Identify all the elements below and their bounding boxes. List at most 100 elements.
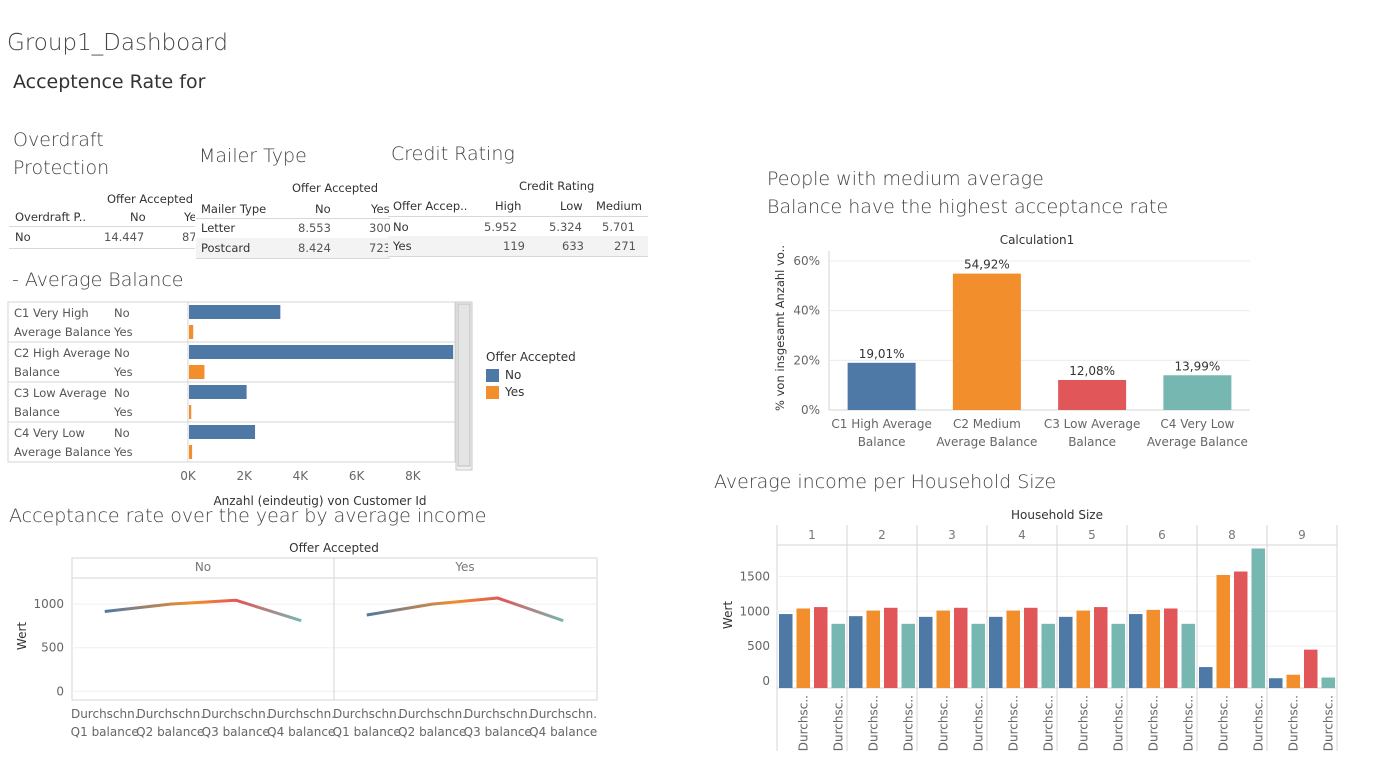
mailer-bottom-line [196,258,390,259]
household-bar [1006,610,1020,688]
household-bar [814,607,828,688]
dashboard-title: Group1_Dashboard [7,30,228,56]
legend[interactable]: Offer Accepted No Yes [486,348,596,400]
credit-row-yes-low: 633 [562,239,584,253]
mailer-row-letter-label: Letter [201,221,236,235]
acceptance-x-tick: Q3 balance [464,725,532,739]
overdraft-row-header: Overdraft P.. [15,210,86,224]
household-panel-label: 8 [1228,528,1236,542]
household-y-tick: 1000 [739,604,770,618]
acceptance-x-tick: Durchschn. [464,707,532,721]
overdraft-table[interactable]: Offer Accepted Overdraft P.. No Ye No 14… [9,191,195,251]
acceptance-x-tick: Durchschn. [136,707,204,721]
credit-row-no-low: 5.324 [549,220,582,234]
legend-item-yes[interactable]: Yes [486,385,596,399]
overdraft-col-no: No [130,210,146,224]
acceptance-series-line [104,598,302,623]
credit-row-yes-label: Yes [393,239,412,253]
household-x-tick: Durchsc.. [1251,695,1265,751]
avg-balance-title: - Average Balance [12,269,184,291]
overdraft-header-group: Offer Accepted [107,192,194,206]
medium-balance-x-tick: C3 Low Average [1044,417,1141,431]
acceptance-y-label: Wert [15,622,29,650]
mailer-col-no: No [315,202,331,216]
mailer-title: Mailer Type [199,145,307,167]
household-bar [1269,678,1283,688]
medium-balance-bar [847,362,916,410]
household-x-tick: Durchsc.. [1321,695,1335,751]
acceptance-x-tick: Durchschn. [529,707,597,721]
overdraft-col-yes: Ye [184,210,195,224]
mailer-row-letter-no: 8.553 [298,221,331,235]
avg-balance-x-tick: 2K [236,469,253,483]
medium-balance-data-label: 19,01% [859,347,905,361]
mailer-row-header: Mailer Type [201,202,267,216]
household-bar [954,607,968,688]
credit-row-yes-medium: 271 [614,239,636,253]
avg-balance-group-label: Average Balance [14,325,111,339]
household-panel-label: 1 [808,528,816,542]
medium-balance-x-tick: Balance [858,435,906,449]
household-chart[interactable]: Household Size Wert 0 500 1000 1500 1 Durchsc..… [710,505,1350,765]
overdraft-divider [9,226,195,227]
avg-balance-bar-no [189,305,281,319]
household-bar [884,607,898,688]
household-bar [866,610,880,688]
household-panel-label: 9 [1298,528,1306,542]
household-y-tick: 0 [762,674,770,688]
credit-table[interactable]: Credit Rating Offer Accep.. High Low Med… [388,178,648,258]
acceptance-y-tick: 0 [56,684,64,698]
household-bar [1199,667,1213,688]
legend-title: Offer Accepted [486,350,576,364]
overdraft-bottom-line [9,248,195,249]
acceptance-x-tick: Q1 balance [333,725,401,739]
mailer-row-postcard-no: 8.424 [298,241,331,255]
avg-balance-series-label: No [114,346,130,360]
acceptance-line-chart[interactable]: Offer Accepted Wert 0 500 1000 No Durchschn. Q1… [0,538,610,748]
medium-balance-y-tick: 0% [801,403,820,417]
acceptance-x-tick: Durchschn. [398,707,466,721]
household-bar [1024,607,1038,688]
household-bar [1129,614,1143,688]
avg-balance-x-label: Anzahl (eindeutig) von Customer Id [213,494,426,508]
household-x-tick: Durchsc.. [1076,695,1090,751]
mailer-divider [196,218,390,219]
overdraft-row-label: No [15,230,31,244]
household-bar [1216,574,1230,688]
avg-balance-group-label: C2 High Average [14,346,110,360]
household-x-tick: Durchsc.. [796,695,810,751]
household-bar [989,616,1003,688]
household-bar [1321,677,1335,688]
household-panel-label: 4 [1018,528,1026,542]
medium-balance-x-tick: Balance [1068,435,1116,449]
avg-balance-series-label: Yes [113,405,133,419]
acceptance-title-clip: Acceptance rate over the year by average… [9,498,499,526]
avg-balance-x-tick: 4K [293,469,310,483]
household-x-tick: Durchsc.. [936,695,950,751]
household-bar [796,608,810,688]
medium-balance-y-tick: 40% [793,304,820,318]
medium-balance-header: Calculation1 [1000,233,1075,247]
household-bar [1286,674,1300,688]
legend-item-no[interactable]: No [486,368,596,382]
credit-title: Credit Rating [391,143,515,165]
household-bar [1234,571,1248,688]
medium-balance-x-tick: C2 Medium [953,417,1021,431]
acceptance-x-tick: Durchschn. [71,707,139,721]
acceptance-x-tick: Q3 balance [202,725,270,739]
mailer-row-letter-yes: 300 [369,221,390,235]
medium-balance-chart[interactable]: Calculation1 % von insgesamt Anzahl vo.. 0… [765,228,1265,458]
acceptance-x-tick: Durchschn. [202,707,270,721]
mailer-table[interactable]: Offer Accepted Mailer Type No Yes Letter… [196,180,390,260]
medium-balance-y-tick: 20% [793,353,820,367]
acceptance-x-tick: Durchschn. [267,707,335,721]
household-x-tick: Durchsc.. [971,695,985,751]
household-bar [1059,616,1073,688]
overdraft-title-line1: Overdraft [13,129,104,151]
household-bar [1094,607,1108,688]
credit-col-medium: Medium [596,199,642,213]
credit-row-yes-high: 119 [503,239,525,253]
legend-swatch-no [486,369,499,382]
household-panel-label: 6 [1158,528,1166,542]
